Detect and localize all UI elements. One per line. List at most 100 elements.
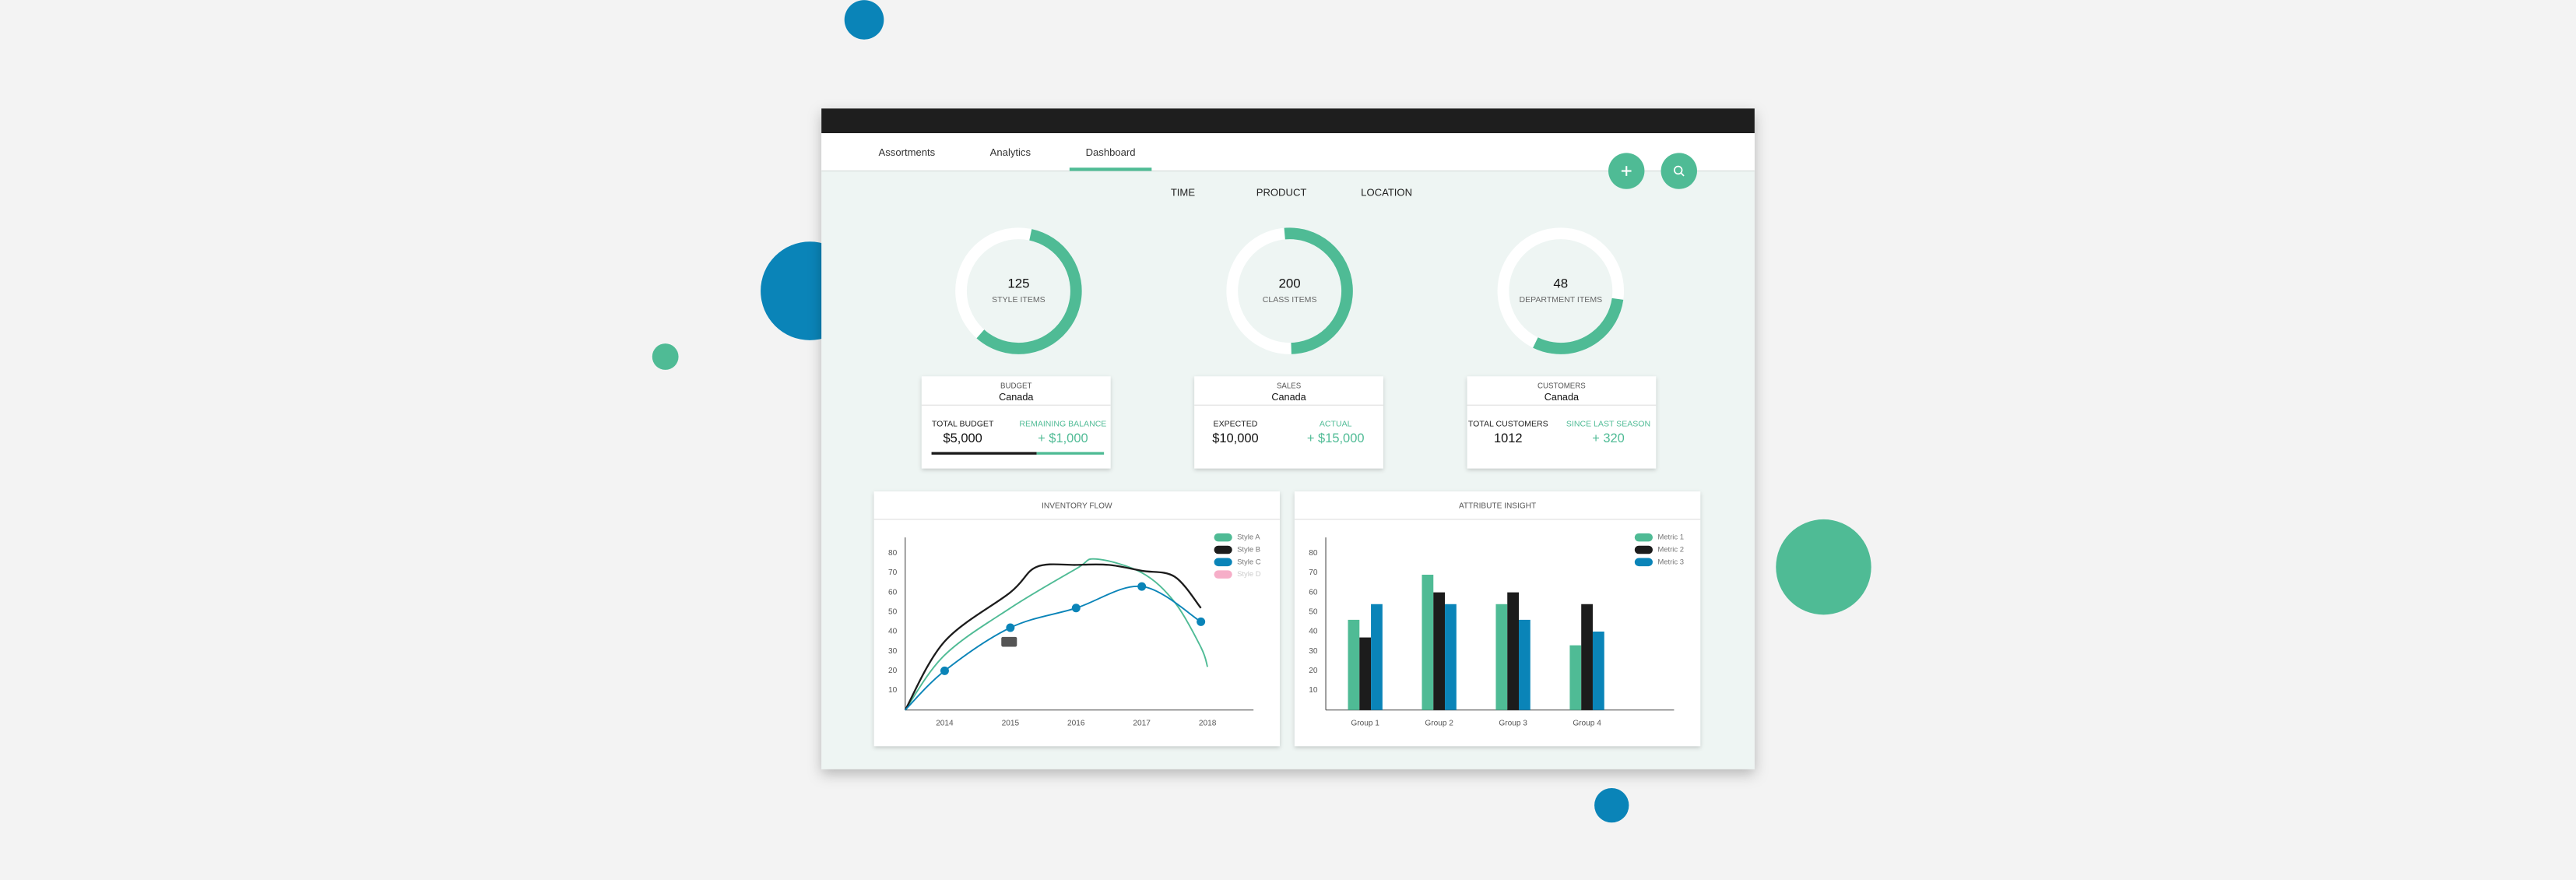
y-tick-label: 10: [888, 686, 898, 695]
budget-bar-used: [931, 452, 1037, 455]
legend-swatch: [1214, 570, 1232, 579]
card-left-label: TOTAL CUSTOMERS: [1468, 419, 1548, 428]
card-right-value: + $15,000: [1307, 431, 1365, 445]
nav-bar: [821, 133, 1755, 171]
decor-circle: [1594, 787, 1629, 823]
legend-swatch: [1634, 545, 1653, 554]
bar: [1422, 574, 1434, 710]
decor-circle: [652, 343, 679, 370]
series-line: [904, 563, 1202, 711]
point-marker: [940, 666, 949, 675]
card-region: Canada: [999, 392, 1034, 403]
bar: [1495, 604, 1508, 710]
donut: [1497, 227, 1625, 354]
point-marker: [1197, 617, 1206, 626]
search-button[interactable]: [1661, 153, 1697, 189]
legend-label: Style D: [1237, 570, 1261, 579]
legend-swatch: [1214, 533, 1232, 542]
donut-label: DEPARTMENT ITEMS: [1519, 295, 1602, 304]
legend-label: Style A: [1237, 533, 1260, 542]
donut-value: 200: [1279, 276, 1301, 291]
filter[interactable]: TIME: [1171, 186, 1196, 198]
y-tick-label: 30: [888, 647, 898, 656]
x-tick-label: Group 2: [1425, 719, 1453, 727]
donut: [1226, 227, 1353, 354]
series-line: [905, 558, 1209, 711]
card-right-label: REMAINING BALANCE: [1019, 419, 1106, 428]
card-title: SALES: [1277, 382, 1302, 391]
active-tab-underline: [1069, 167, 1152, 171]
donut-value: 48: [1553, 276, 1568, 291]
donut: [955, 227, 1082, 354]
chart-title: ATTRIBUTE INSIGHT: [1459, 502, 1536, 511]
nav-tab[interactable]: Analytics: [990, 146, 1031, 158]
legend-label: Style C: [1237, 558, 1261, 566]
chart-title: INVENTORY FLOW: [1042, 502, 1112, 511]
card-right-value: + $1,000: [1038, 431, 1088, 445]
x-tick-label: 2016: [1067, 719, 1085, 727]
x-tick-label: 2017: [1133, 719, 1151, 727]
card-right-label: SINCE LAST SEASON: [1566, 419, 1650, 428]
x-tick-label: 2018: [1199, 719, 1217, 727]
y-tick-label: 40: [1309, 628, 1318, 636]
card-left-label: TOTAL BUDGET: [932, 419, 994, 428]
bar: [1371, 604, 1383, 710]
bar: [1445, 604, 1457, 710]
bar: [1433, 592, 1446, 710]
bar: [1507, 592, 1520, 710]
point-marker: [1071, 604, 1081, 613]
card-left-value: $10,000: [1212, 431, 1258, 445]
add-button[interactable]: [1608, 153, 1645, 189]
y-tick-label: 50: [1309, 607, 1318, 616]
legend-label: Metric 1: [1657, 533, 1684, 542]
bar: [1581, 604, 1593, 710]
y-tick-label: 50: [888, 607, 898, 616]
card-title: BUDGET: [1000, 382, 1031, 391]
decor-circle: [844, 0, 884, 40]
legend-swatch: [1634, 558, 1653, 567]
card-left-value: $5,000: [943, 431, 982, 445]
card-region: Canada: [1271, 392, 1306, 403]
filter[interactable]: PRODUCT: [1256, 186, 1307, 198]
y-tick-label: 80: [888, 549, 898, 558]
bar: [1569, 645, 1582, 710]
x-tick-label: Group 1: [1351, 719, 1379, 727]
y-tick-label: 60: [888, 588, 898, 597]
title-bar: [821, 108, 1755, 134]
donut-value: 125: [1007, 276, 1029, 291]
legend-label: Metric 2: [1657, 545, 1684, 554]
filter[interactable]: LOCATION: [1361, 186, 1412, 198]
y-tick-label: 40: [888, 628, 898, 636]
y-tick-label: 60: [1309, 588, 1318, 597]
legend-label: Style B: [1237, 545, 1260, 554]
card-title: CUSTOMERS: [1538, 382, 1586, 391]
card-region: Canada: [1545, 392, 1580, 403]
decor-circle: [1776, 519, 1871, 615]
bar: [1519, 619, 1530, 710]
x-tick-label: Group 3: [1499, 719, 1527, 727]
donut-label: STYLE ITEMS: [992, 295, 1046, 304]
y-tick-label: 70: [888, 568, 898, 577]
card-left-label: EXPECTED: [1214, 419, 1258, 428]
nav-tab[interactable]: Dashboard: [1086, 146, 1136, 158]
x-tick-label: 2015: [1002, 719, 1020, 727]
y-tick-label: 80: [1309, 549, 1318, 558]
nav-tab[interactable]: Assortments: [879, 146, 936, 158]
point-marker: [1006, 623, 1015, 632]
legend-label: Metric 3: [1657, 558, 1684, 566]
donut-label: CLASS ITEMS: [1263, 295, 1317, 304]
x-tick-label: 2014: [936, 719, 954, 727]
legend-swatch: [1214, 558, 1232, 567]
y-tick-label: 10: [1309, 686, 1318, 695]
bar: [1359, 637, 1372, 710]
y-tick-label: 20: [888, 667, 898, 675]
x-tick-label: Group 4: [1573, 719, 1601, 727]
bar: [1592, 632, 1604, 710]
tooltip: [1001, 636, 1017, 647]
y-tick-label: 70: [1309, 568, 1318, 577]
card-right-label: ACTUAL: [1320, 419, 1352, 428]
point-marker: [1137, 582, 1147, 591]
legend-swatch: [1634, 533, 1653, 542]
budget-bar-remaining: [1036, 452, 1105, 455]
